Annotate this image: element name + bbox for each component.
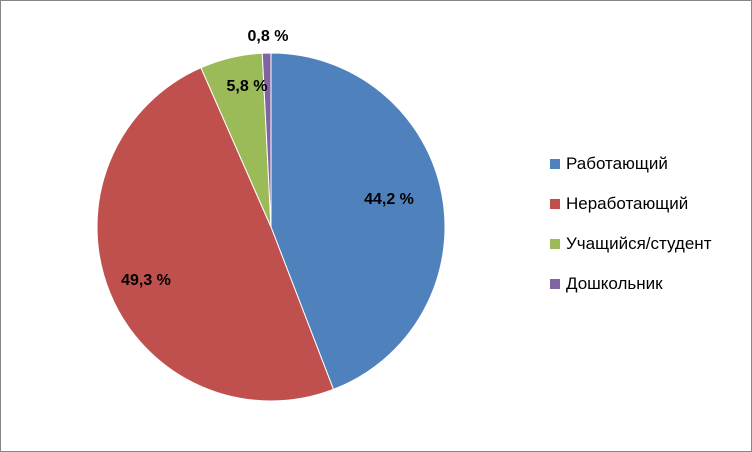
legend-label: Учащийся/студент (566, 234, 712, 253)
slice-preschooler (261, 52, 272, 228)
legend-label: Дошкольник (566, 274, 663, 293)
legend-item-preschooler: Дошкольник (550, 274, 711, 294)
legend: Работающий Неработающий Учащийся/студент… (550, 154, 711, 314)
data-label: 5,8 % (227, 78, 268, 95)
legend-swatch (550, 199, 560, 209)
legend-swatch (550, 279, 560, 289)
legend-swatch (550, 239, 560, 249)
data-label: 44,2 % (364, 191, 414, 208)
legend-swatch (550, 159, 560, 169)
slice-non-working (96, 67, 335, 402)
data-label: 0,8 % (248, 28, 289, 45)
legend-label: Неработающий (566, 194, 689, 213)
slice-working (270, 52, 446, 391)
legend-label: Работающий (566, 154, 668, 173)
data-label: 49,3 % (121, 272, 171, 289)
legend-item-non-working: Неработающий (550, 194, 711, 214)
legend-item-student: Учащийся/студент (550, 234, 711, 254)
legend-item-working: Работающий (550, 154, 711, 174)
